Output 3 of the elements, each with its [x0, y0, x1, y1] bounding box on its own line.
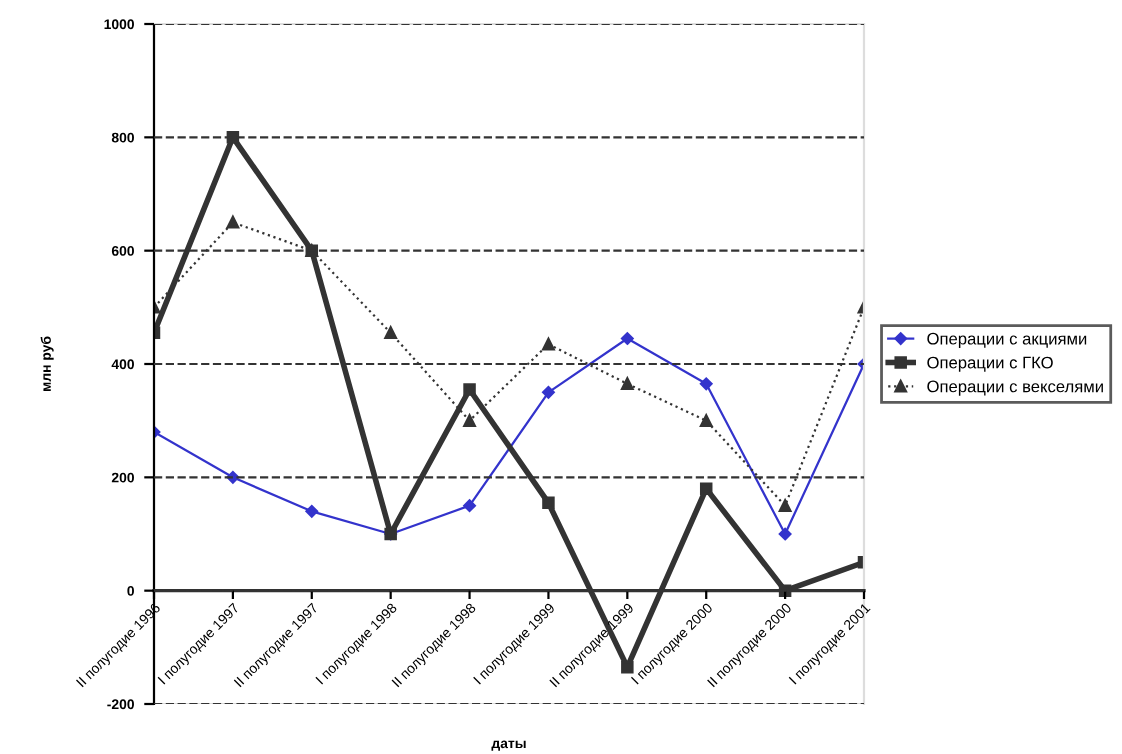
legend-label: Операции с векселями	[927, 380, 1103, 396]
legend-label: Операции с ГКО	[927, 356, 1053, 372]
legend-label: Операции с акциями	[927, 332, 1087, 348]
